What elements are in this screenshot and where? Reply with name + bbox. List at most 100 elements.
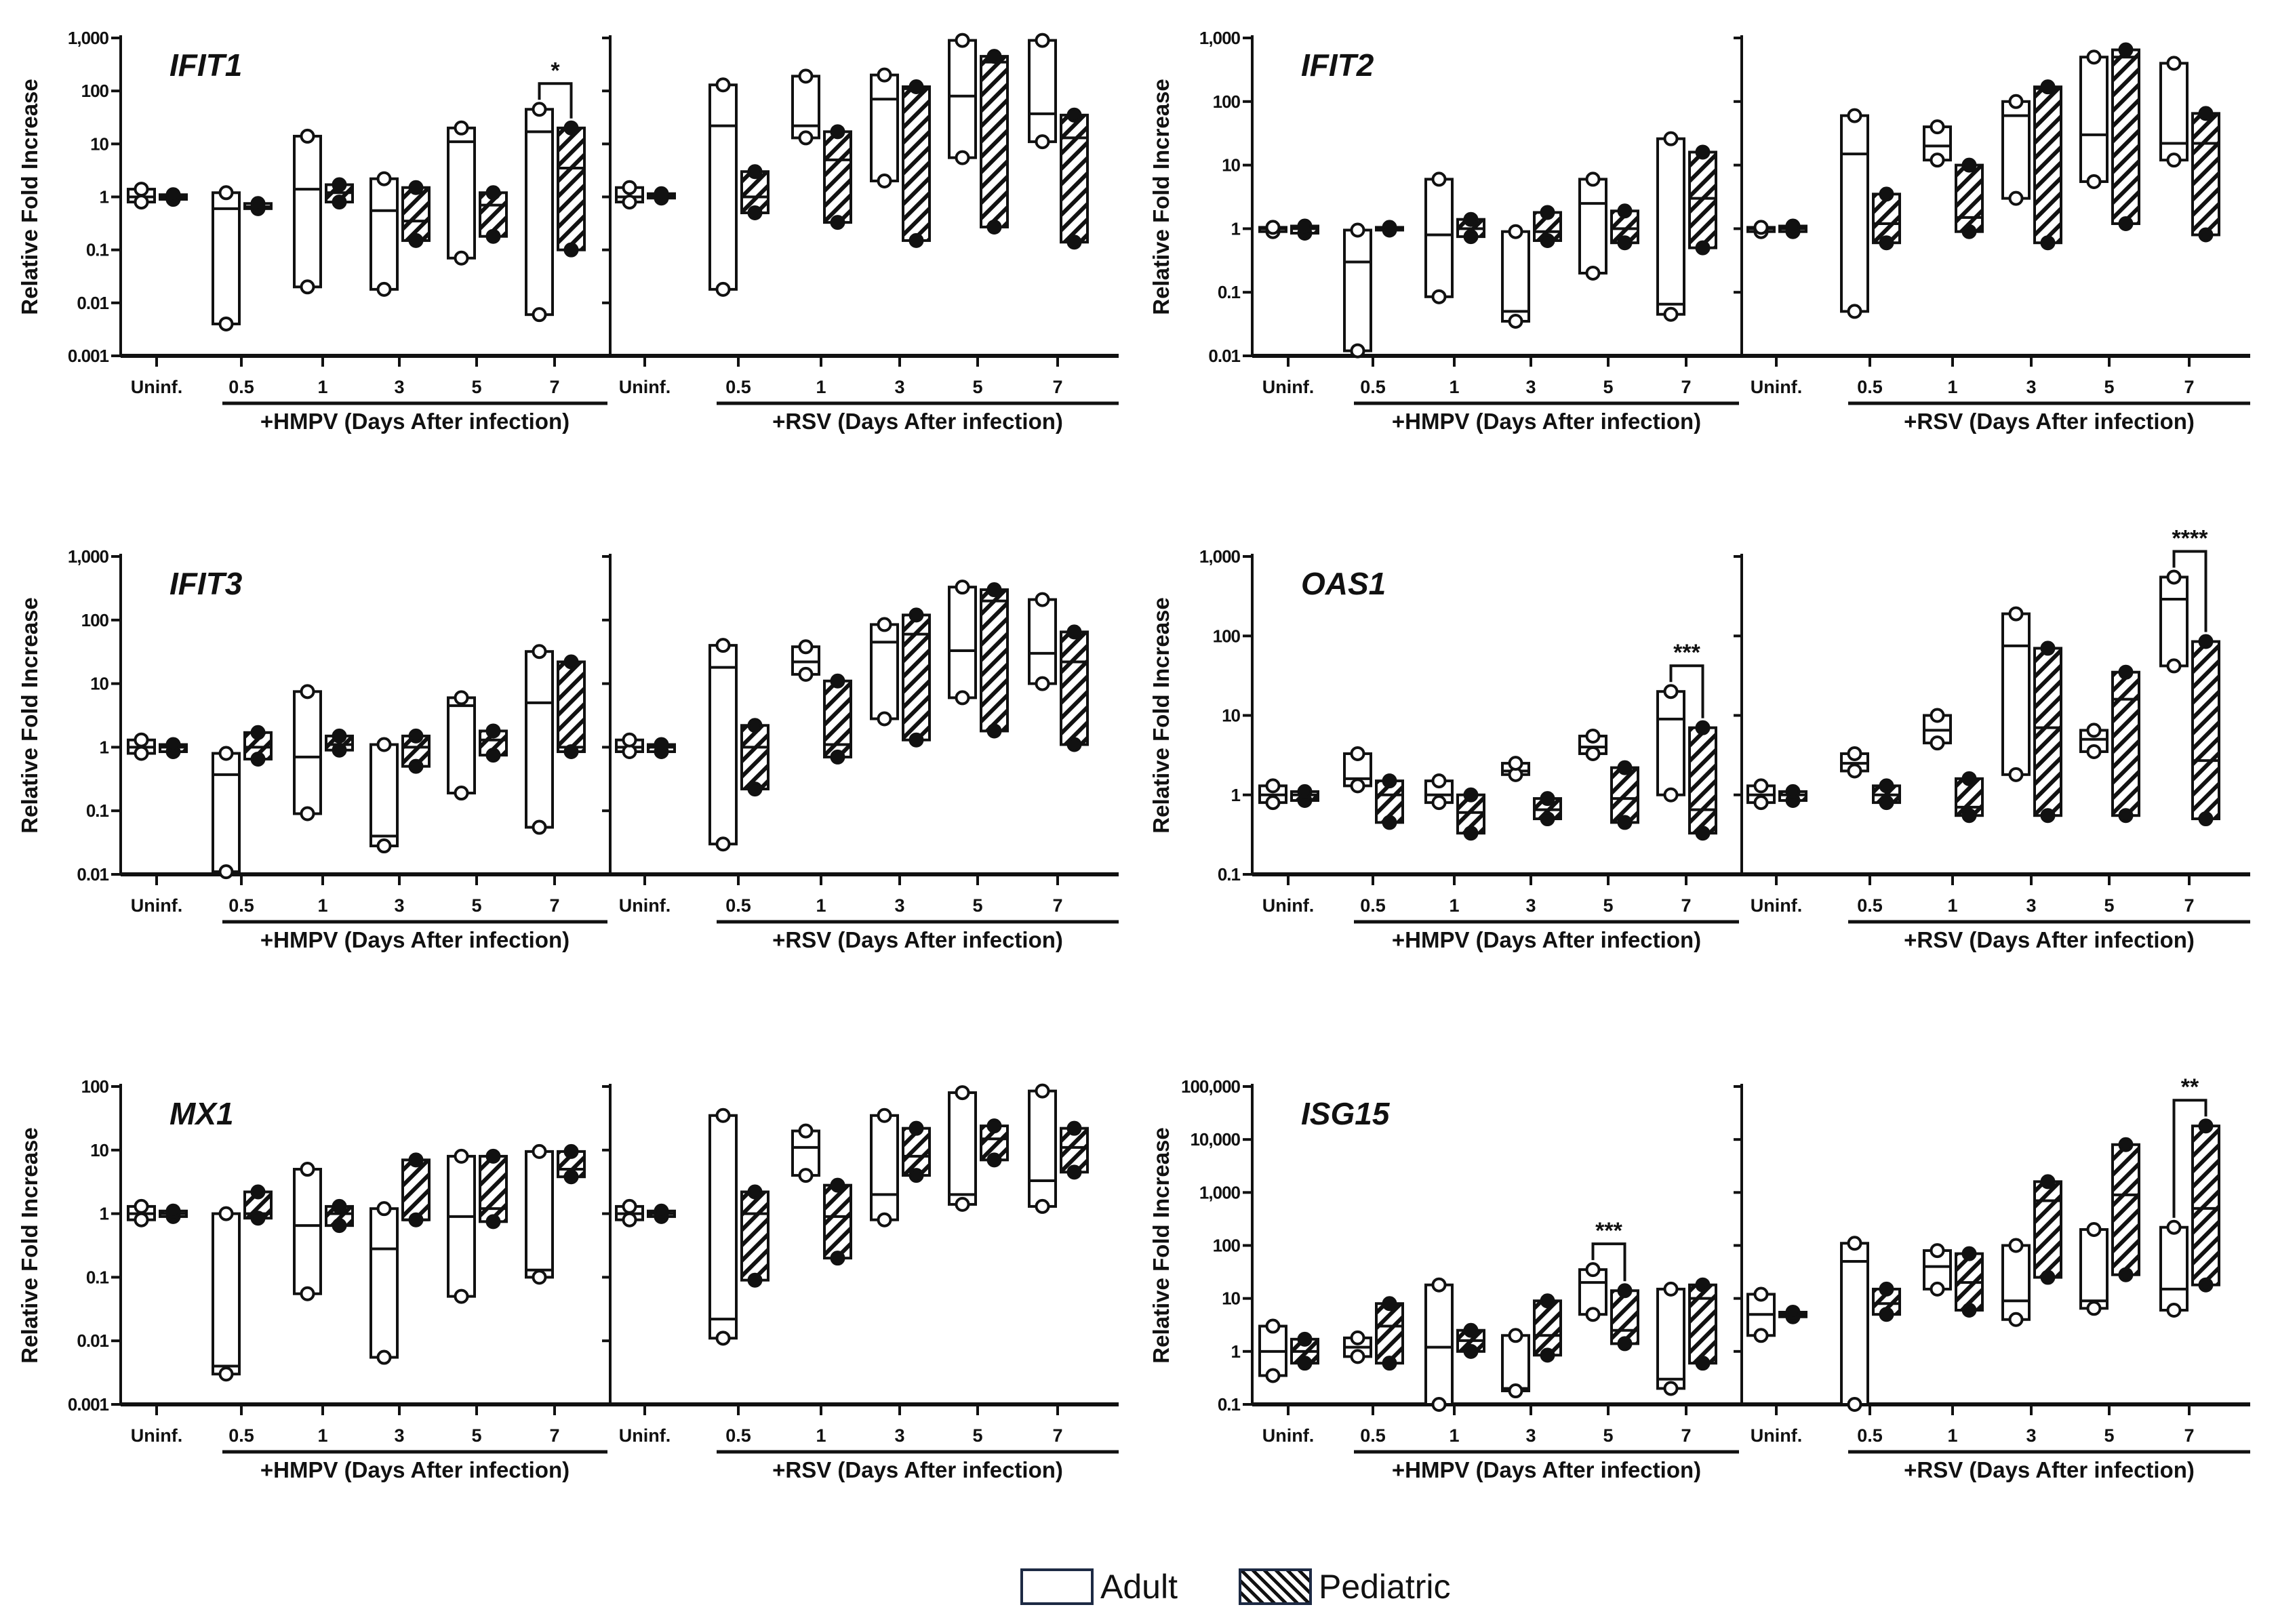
box-pediatric: [557, 126, 586, 251]
point-pediatric: [2198, 1277, 2214, 1293]
box-pediatric: [1688, 726, 1717, 835]
point-adult: [1663, 131, 1679, 146]
box-pediatric: [2191, 112, 2220, 237]
point-pediatric: [1540, 1347, 1555, 1363]
x-tick-label: 7: [1052, 1425, 1062, 1446]
point-adult: [218, 185, 234, 201]
point-adult: [1930, 153, 1945, 168]
significance-bracket: [2172, 1099, 2207, 1218]
box-adult: [791, 75, 820, 140]
significance-label: **: [2181, 1074, 2199, 1100]
x-tick-label: 7: [2184, 1425, 2194, 1446]
box-adult: [1501, 230, 1530, 323]
x-tick-label: 3: [1525, 1425, 1536, 1446]
chart-ifit1: 0.001 0.01 0.1 1 10 100 1,000 Relative Fold Inc…: [17, 28, 1119, 434]
point-adult: [877, 173, 892, 188]
x-tick-label: 1: [1947, 895, 1957, 916]
point-adult: [1431, 773, 1447, 789]
point-adult: [1753, 220, 1769, 235]
point-adult: [1930, 1281, 1945, 1297]
point-pediatric: [1066, 1164, 1082, 1180]
point-pediatric: [1463, 787, 1479, 803]
x-tick-label: 1: [317, 377, 327, 397]
box-adult: [2001, 612, 2031, 776]
point-pediatric: [2198, 1118, 2214, 1134]
point-adult: [1431, 171, 1447, 187]
point-pediatric: [1382, 1356, 1397, 1371]
point-pediatric: [332, 195, 347, 210]
gene-title: IFIT1: [169, 47, 242, 83]
point-adult: [1847, 763, 1862, 779]
point-pediatric: [747, 718, 763, 733]
point-adult: [300, 1162, 315, 1177]
point-adult: [1508, 1328, 1523, 1343]
box-adult: [2079, 56, 2109, 183]
y-tick-label: 0.1: [1218, 864, 1241, 885]
point-pediatric: [1297, 1331, 1313, 1347]
point-adult: [798, 639, 814, 655]
x-tick-label: Uninf.: [619, 895, 671, 916]
point-adult: [300, 128, 315, 144]
box-adult: [293, 134, 322, 289]
point-pediatric: [830, 749, 845, 765]
box-adult: [212, 191, 241, 325]
y-tick-label: 0.01: [77, 1331, 108, 1351]
point-adult: [2008, 767, 2024, 782]
box-pediatric: [823, 130, 852, 224]
box-adult: [2079, 1227, 2109, 1310]
group-label: +RSV (Days After infection): [1904, 927, 2195, 952]
point-pediatric: [408, 728, 424, 744]
box-adult: [2159, 575, 2189, 668]
gene-title: MX1: [169, 1096, 234, 1131]
y-tick-label: 100: [81, 610, 109, 630]
box-pediatric: [2191, 1124, 2220, 1286]
group-label: +HMPV (Days After infection): [260, 409, 570, 434]
legend-item-adult: Adult: [1020, 1567, 1178, 1606]
y-tick-label: 10,000: [1190, 1129, 1240, 1150]
box-pediatric: [1533, 1299, 1562, 1357]
box-adult: [212, 1212, 241, 1376]
point-pediatric: [1961, 808, 1977, 824]
point-pediatric: [2040, 79, 2056, 95]
point-pediatric: [1540, 205, 1555, 220]
x-tick-label: 5: [471, 1425, 481, 1446]
x-tick-label: 7: [1052, 895, 1062, 916]
point-adult: [2008, 1312, 2024, 1327]
x-tick-label: 7: [2184, 377, 2194, 397]
point-adult: [955, 150, 970, 165]
box-adult: [293, 690, 322, 815]
x-tick-label: 0.5: [1857, 1425, 1883, 1446]
x-tick-label: 5: [1603, 1425, 1613, 1446]
x-tick-label: 7: [1052, 377, 1062, 397]
y-tick-label: 0.1: [86, 1267, 109, 1287]
point-pediatric: [747, 781, 763, 797]
point-pediatric: [1879, 778, 1894, 794]
point-pediatric: [1879, 1307, 1894, 1322]
x-tick-label: 5: [471, 895, 481, 916]
point-pediatric: [250, 1184, 266, 1200]
point-pediatric: [747, 1272, 763, 1288]
point-pediatric: [408, 758, 424, 774]
point-adult: [1035, 1083, 1050, 1099]
y-axis-label: Relative Fold Increase: [1148, 1127, 1174, 1363]
point-pediatric: [485, 1214, 501, 1230]
x-tick-label: 5: [972, 377, 982, 397]
x-tick-label: 1: [816, 895, 826, 916]
point-pediatric: [986, 1118, 1002, 1134]
chart-isg15: 0.1 1 10 100 1,000 10,000 100,000 Relative Fold…: [1148, 1074, 2250, 1482]
y-tick-label: 0.001: [68, 346, 109, 366]
point-pediatric: [2198, 634, 2214, 649]
x-tick-label: 3: [894, 1425, 904, 1446]
box-pediatric: [1688, 150, 1717, 249]
point-adult: [2166, 1303, 2182, 1318]
point-adult: [715, 281, 731, 297]
box-pediatric: [401, 186, 431, 242]
x-tick-label: 1: [1947, 1425, 1957, 1446]
significance-label: ***: [1595, 1218, 1622, 1244]
point-adult: [2086, 744, 2102, 759]
x-tick-label: 7: [549, 377, 559, 397]
box-pediatric: [2033, 647, 2062, 817]
box-pediatric: [1610, 1289, 1639, 1345]
point-pediatric: [2198, 811, 2214, 827]
point-pediatric: [986, 1152, 1002, 1168]
